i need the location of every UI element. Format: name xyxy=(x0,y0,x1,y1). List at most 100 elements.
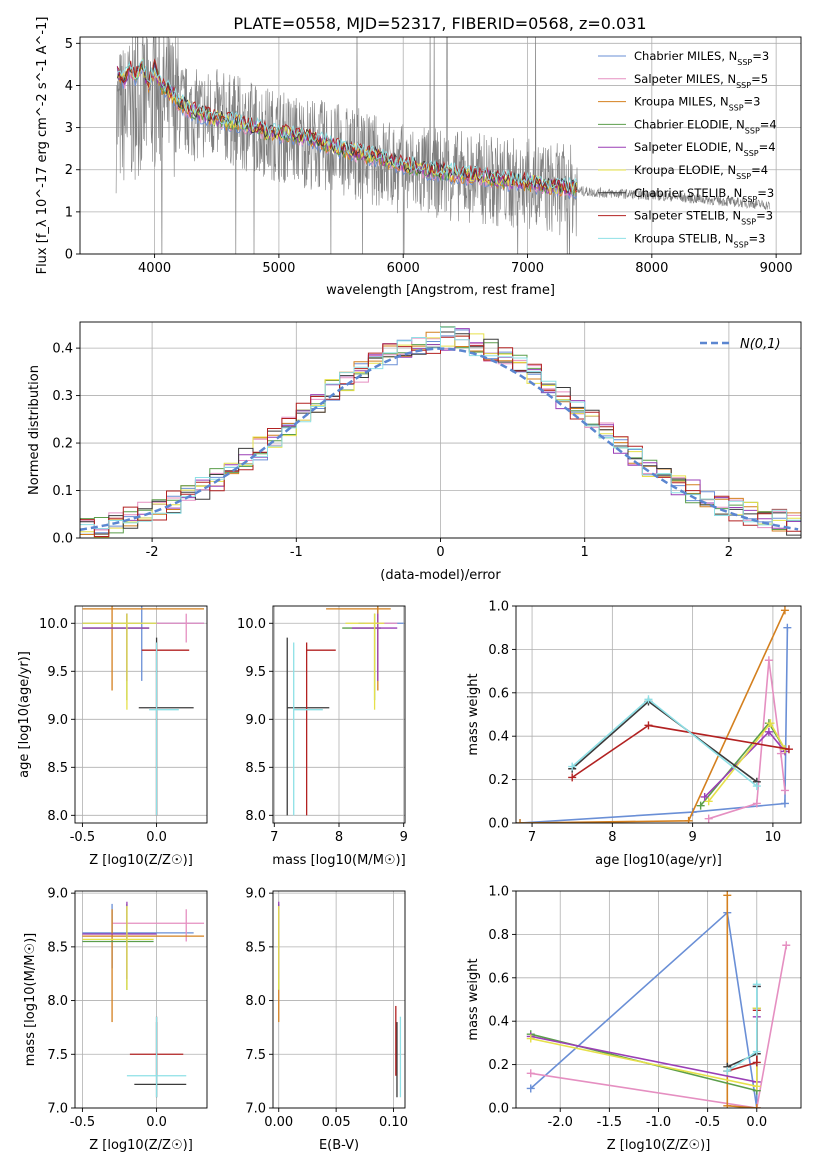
axes-frame xyxy=(74,890,208,1109)
x-tick-label: 0.10 xyxy=(379,1115,408,1130)
y-tick-label: 1 xyxy=(65,205,73,220)
errorbar-point xyxy=(82,613,157,710)
data-marker xyxy=(723,1067,732,1076)
legend-nssp-label: , N xyxy=(726,186,742,200)
y-tick-label: 5 xyxy=(65,37,73,52)
data-marker xyxy=(568,762,577,771)
y-tick-label: 0.4 xyxy=(488,730,509,745)
legend-nssp-value: =3 xyxy=(749,231,766,245)
x-tick-label: 10 xyxy=(765,830,782,845)
x-tick-label: -1.0 xyxy=(646,1115,671,1130)
legend-entry: Kroupa MILES, NSSP=3 xyxy=(634,95,761,113)
mass-weight-series xyxy=(704,719,789,806)
legend-entry: N(0,1) xyxy=(740,337,781,352)
mass-weight-series xyxy=(526,908,761,1108)
x-tick-label: 8000 xyxy=(635,261,668,276)
data-marker xyxy=(752,1104,761,1108)
y-tick-label: 8.5 xyxy=(245,940,266,955)
x-tick-label: 7 xyxy=(528,830,536,845)
residual-histogram xyxy=(80,326,801,530)
x-tick-label: 8 xyxy=(335,830,343,845)
plot-area xyxy=(80,326,801,538)
axes-frame xyxy=(272,890,406,1109)
legend-entry: Kroupa ELODIE, NSSP=4 xyxy=(634,163,768,181)
y-tick-label: 7.5 xyxy=(245,1048,266,1063)
data-marker xyxy=(700,792,709,801)
mass-weight-series xyxy=(526,1012,761,1086)
data-marker xyxy=(783,623,792,632)
y-tick-label: 1.0 xyxy=(488,885,509,900)
y-tick-label: 9.0 xyxy=(245,713,266,728)
errorbar-point xyxy=(126,1016,187,1098)
data-marker xyxy=(784,745,793,754)
errorbar-point xyxy=(345,613,385,710)
x-tick-label: 6000 xyxy=(387,261,420,276)
data-marker xyxy=(526,1084,535,1093)
y-tick-label: 9.5 xyxy=(245,665,266,680)
legend-nssp-subscript: SSP xyxy=(742,194,757,203)
gaussian-curve xyxy=(80,347,799,531)
data-marker xyxy=(696,801,705,810)
errorbar-point xyxy=(141,642,190,816)
data-marker xyxy=(568,773,577,782)
ticks: -0.5 0.0 8.0 8.5 9.0 9.5 10.0 xyxy=(39,617,167,845)
y-tick-label: 0.0 xyxy=(488,1102,509,1117)
legend-nssp-value: =5 xyxy=(751,72,768,86)
y-tick-label: 3 xyxy=(65,121,73,136)
legend-series-name: Chabrier STELIB xyxy=(634,186,726,200)
axes-frame xyxy=(272,605,406,824)
y-tick-label: 0.2 xyxy=(52,437,73,452)
data-marker xyxy=(526,1069,535,1078)
y-tick-label: 8.0 xyxy=(47,809,68,824)
ticks: -0.5 0.0 7.0 7.5 8.0 8.5 9.0 xyxy=(47,887,167,1130)
data-marker xyxy=(752,980,761,989)
ticks: -2.0 -1.5 -1.0 -0.5 0.0 0.0 0.2 0.4 0.6 0.8 1.0 xyxy=(488,885,767,1131)
legend-entry: Salpeter STELIB, NSSP=3 xyxy=(634,209,773,227)
x-tick-label: 1 xyxy=(581,545,589,560)
legend-series-name: Salpeter STELIB xyxy=(634,209,725,223)
model-spectrum-line xyxy=(117,58,578,193)
x-tick-label: 0.0 xyxy=(146,1115,167,1130)
panel-mass-vs-EBV: 0.00 0.05 0.10 7.0 7.5 8.0 8.5 9.0 E(B-V) xyxy=(245,887,408,1153)
x-tick-label: 7 xyxy=(270,830,278,845)
legend-nssp-subscript: SSP xyxy=(737,58,752,67)
data-marker xyxy=(723,1101,732,1108)
legend-nssp-value: =4 xyxy=(760,117,777,131)
panel-residuals: -2 -1 0 1 2 0.0 0.1 0.2 0.3 0.4 (data-model)/error… xyxy=(27,321,802,583)
x-axis-label: (data-model)/error xyxy=(380,568,501,583)
series-line xyxy=(708,660,786,820)
ticks: 0.00 0.05 0.10 7.0 7.5 8.0 8.5 9.0 xyxy=(245,887,408,1130)
legend-entry: Salpeter MILES, NSSP=5 xyxy=(634,72,768,90)
y-tick-label: 9.0 xyxy=(245,887,266,902)
series-line xyxy=(530,1016,758,1083)
errorbar-point xyxy=(82,613,150,701)
mass-weight-series xyxy=(568,695,761,791)
y-axis-label: Flux [f_λ 10^-17 erg cm^-2 s^-1 A^-1] xyxy=(35,17,50,275)
legend-series-name: Salpeter MILES xyxy=(634,72,720,86)
data-marker xyxy=(752,1047,761,1056)
plot-area xyxy=(286,606,404,816)
grid xyxy=(273,891,405,1109)
legend-nssp-subscript: SSP xyxy=(745,126,760,135)
legend-nssp-label: , N xyxy=(728,140,744,154)
legend-entry: Chabrier STELIB, NSSP=3 xyxy=(634,186,774,204)
y-axis-label: mass weight xyxy=(466,673,481,755)
legend-entry: Kroupa STELIB, NSSP=3 xyxy=(634,231,765,249)
errorbar-point xyxy=(82,901,157,980)
x-tick-label: 0.05 xyxy=(322,1115,351,1130)
chart-title: PLATE=0558, MJD=52317, FIBERID=0568, z=0… xyxy=(233,14,646,33)
axes-frame xyxy=(515,890,802,1109)
x-axis-label: age [log10(age/yr)] xyxy=(595,853,722,868)
legend-nssp-value: =4 xyxy=(751,163,768,177)
legend-nssp-label: , N xyxy=(720,163,736,177)
legend-nssp-label: , N xyxy=(720,72,736,86)
legend-nssp-label: , N xyxy=(713,95,729,109)
y-tick-label: 9.0 xyxy=(47,713,68,728)
legend-series-name: Kroupa MILES xyxy=(634,95,713,109)
legend-series-name: Kroupa STELIB xyxy=(634,231,718,245)
data-marker xyxy=(704,814,713,823)
errorbar-point xyxy=(82,909,205,1023)
x-axis-label: wavelength [Angstrom, rest frame] xyxy=(326,283,555,298)
